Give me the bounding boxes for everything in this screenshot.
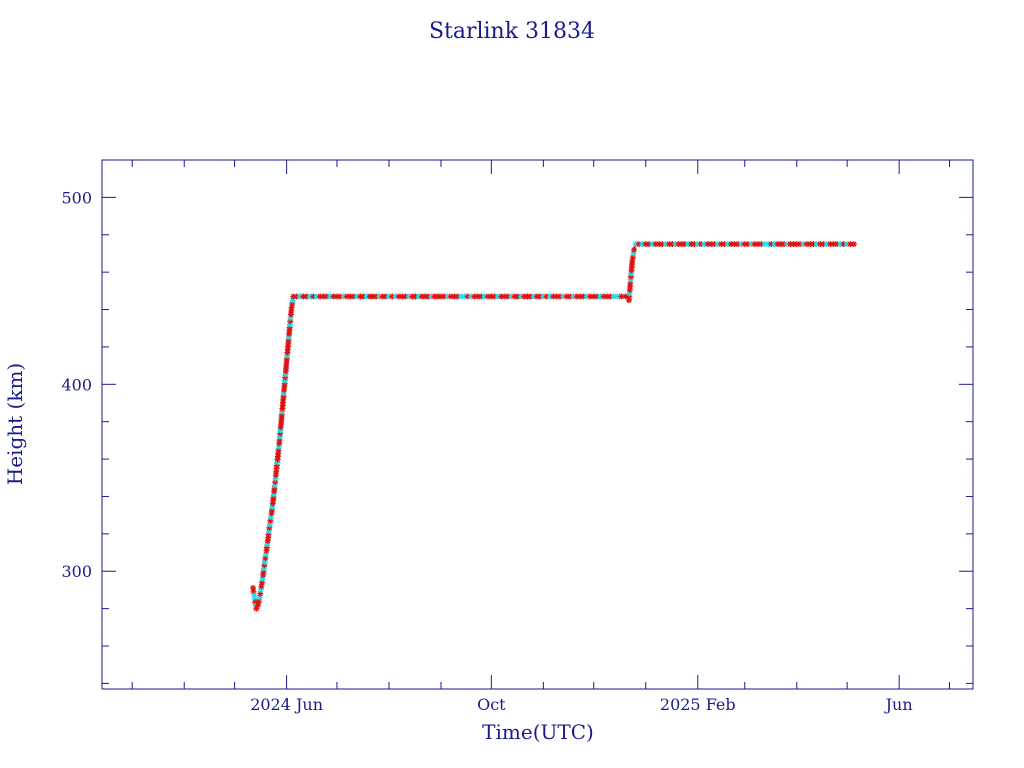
x-tick-label: 2024 Jun <box>250 695 323 714</box>
y-tick-label: 300 <box>61 562 92 581</box>
data-point <box>850 241 857 248</box>
data-point <box>257 586 264 593</box>
data-point <box>262 551 269 558</box>
y-tick-label: 500 <box>61 188 92 207</box>
y-axis-ticks: 300 400 500 <box>61 159 973 684</box>
plot-frame <box>101 159 974 690</box>
data-point <box>303 293 310 300</box>
data-point <box>255 601 262 608</box>
x-tick-label: Oct <box>477 695 506 714</box>
x-tick-label: 2025 Feb <box>660 695 736 714</box>
x-axis-title: Time(UTC) <box>482 720 594 744</box>
chart-title: Starlink 31834 <box>429 19 595 44</box>
x-axis-ticks: 2024 Jun Oct 2025 Feb Jun <box>131 160 951 714</box>
data-point <box>266 521 273 528</box>
y-tick-label: 400 <box>61 375 92 394</box>
y-axis-title: Height (km) <box>3 363 27 485</box>
data-points <box>250 241 857 612</box>
data-point <box>630 246 637 253</box>
x-tick-label: Jun <box>884 695 913 714</box>
data-point <box>255 598 262 605</box>
data-point <box>297 293 304 300</box>
